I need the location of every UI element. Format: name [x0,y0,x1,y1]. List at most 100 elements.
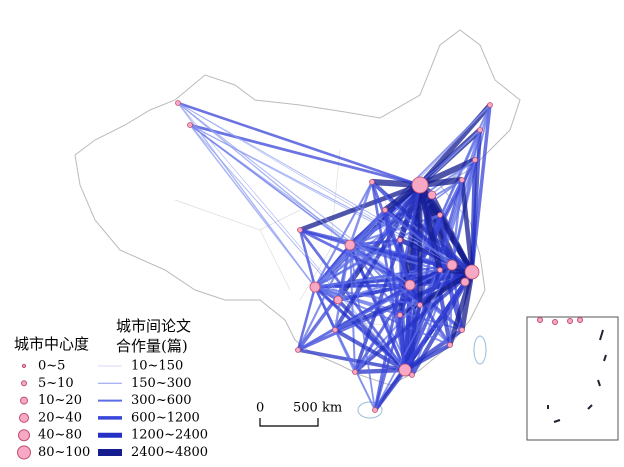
city [446,259,458,271]
city [411,176,429,194]
link [177,102,406,371]
link [333,244,352,331]
scale-start: 0 [256,401,264,416]
legend-label: 600~1200 [131,410,200,425]
city [487,102,493,108]
legend-swatch [22,364,26,368]
link [374,264,453,411]
link [177,102,473,273]
inset-islands [547,329,607,423]
link [177,102,411,286]
link [383,208,474,274]
link [354,367,406,375]
legend-label: 2400~4800 [131,445,208,460]
legend-label: 10~20 [38,393,82,408]
link [314,239,401,288]
legend-label: 1200~2400 [131,428,208,443]
link [177,102,453,266]
link [314,286,376,411]
city [175,100,181,106]
link [334,264,453,331]
link [314,181,373,288]
legend-title: 城市间论文 [116,317,191,335]
city [344,239,356,251]
link [373,368,407,412]
legend: 0~5 10~150 5~10 150~300 10~20 300~600 20~40 600… [17,359,208,460]
city [295,347,301,353]
link [177,102,351,246]
city [437,267,443,273]
city [437,212,443,218]
link [296,183,422,352]
link [373,284,412,411]
link [177,102,316,288]
link [349,244,376,411]
legend-label: 300~600 [131,393,192,408]
link [418,269,474,308]
city [332,327,338,333]
city [372,407,378,413]
city [187,122,193,128]
link [353,270,474,374]
city [404,279,416,291]
city [309,281,321,293]
city [537,317,543,323]
link [403,343,452,372]
city [552,319,558,325]
link [298,229,317,288]
legend-label: 20~40 [38,410,82,425]
city [297,227,303,233]
link [349,244,401,316]
link [334,328,406,372]
legend-label: 150~300 [131,376,192,391]
legend-title: 合作量(篇) [116,337,188,355]
legend-title: 城市中心度 [14,335,89,353]
city [369,179,375,185]
link [299,229,453,266]
link [384,209,453,266]
legend-label: 5~10 [38,376,74,391]
link [450,179,464,266]
legend-label: 80~100 [38,445,90,460]
legend-swatch [17,445,31,460]
link [189,123,421,187]
city [409,372,415,378]
city [398,363,412,377]
city [459,327,465,333]
link [348,181,374,246]
link [448,264,454,346]
legend-swatch [18,429,30,442]
legend-label: 40~80 [38,428,82,443]
inset-cities [537,317,583,325]
link [334,270,473,332]
link [373,184,422,411]
link [437,213,475,274]
legend-swatch [20,396,28,405]
city [464,264,480,280]
taiwan [473,335,487,365]
city [333,295,343,305]
link [177,101,421,187]
city [397,312,403,318]
link [333,183,422,332]
link [314,285,421,307]
legend-swatch [19,412,29,423]
link [418,264,454,306]
city-nodes [175,100,493,413]
city [567,318,573,324]
city [427,190,437,200]
city [447,342,453,348]
city [382,207,388,213]
legend-label: 10~150 [131,359,183,374]
city [459,177,465,183]
city [460,277,470,287]
city [577,317,583,323]
legend-swatch [21,380,27,387]
city [352,369,358,375]
link [409,268,441,287]
city [397,237,403,243]
link [189,124,351,246]
link [383,209,412,286]
link [336,298,407,372]
